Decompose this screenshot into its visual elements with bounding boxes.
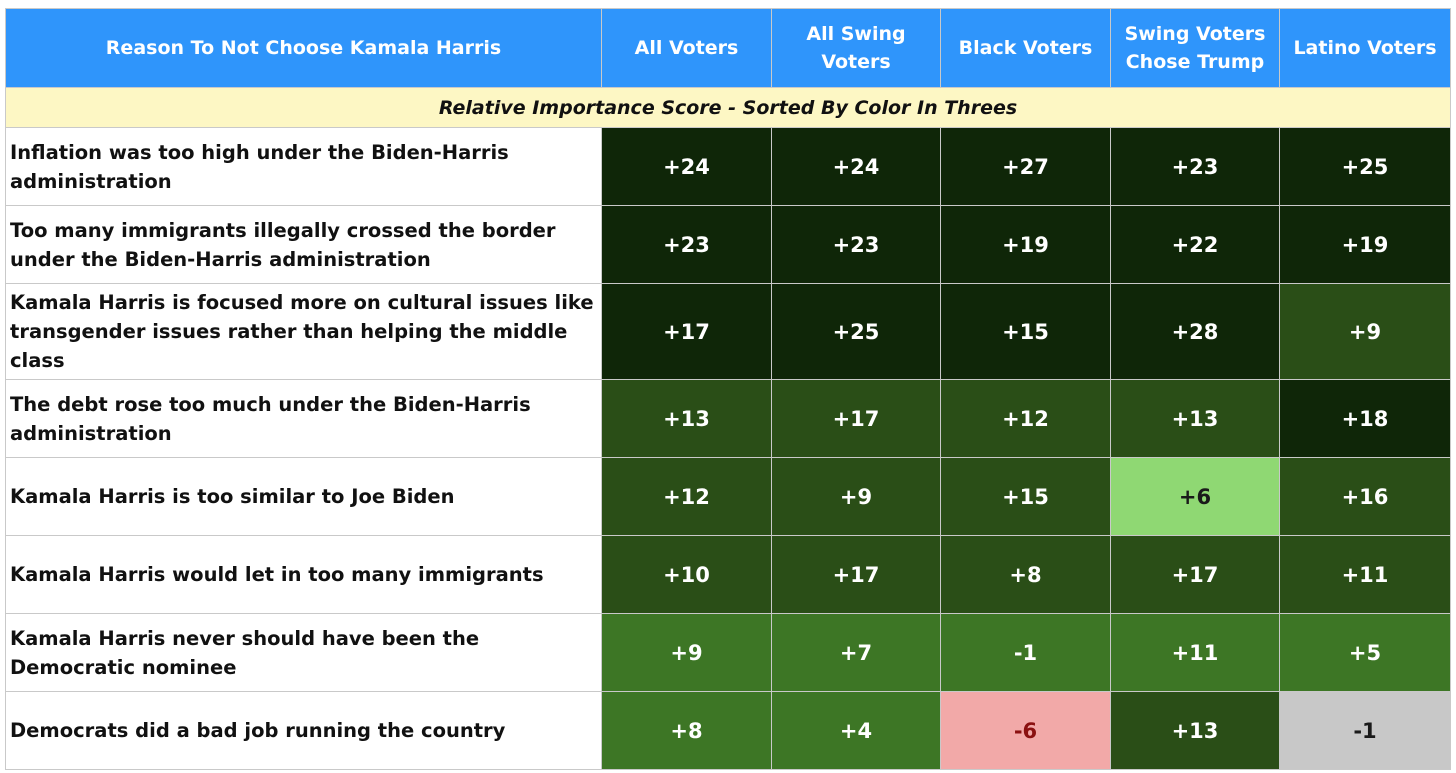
reason-cell: Kamala Harris is focused more on cultura…: [5, 283, 602, 380]
score-cell: +23: [601, 205, 772, 284]
score-cell: +28: [1110, 283, 1280, 380]
score-cell: +9: [601, 613, 772, 692]
score-cell: +17: [1110, 535, 1280, 614]
score-cell: +23: [1110, 127, 1280, 206]
score-cell: +11: [1110, 613, 1280, 692]
score-cell: +13: [601, 379, 772, 458]
score-cell: +10: [601, 535, 772, 614]
score-cell: +8: [940, 535, 1111, 614]
header-swing-voters-chose-trump: Swing Voters Chose Trump: [1110, 8, 1280, 88]
table-row: Too many immigrants illegally crossed th…: [5, 205, 1451, 284]
score-cell: +18: [1279, 379, 1451, 458]
reason-cell: Democrats did a bad job running the coun…: [5, 691, 602, 770]
table-row: Kamala Harris never should have been the…: [5, 613, 1451, 692]
reason-cell: Kamala Harris would let in too many immi…: [5, 535, 602, 614]
table-body: Inflation was too high under the Biden-H…: [5, 127, 1451, 770]
header-black-voters: Black Voters: [940, 8, 1111, 88]
score-cell: +24: [771, 127, 941, 206]
header-latino-voters: Latino Voters: [1279, 8, 1451, 88]
score-cell: -1: [1279, 691, 1451, 770]
score-cell: +4: [771, 691, 941, 770]
table-subtitle: Relative Importance Score - Sorted By Co…: [5, 87, 1451, 128]
score-cell: +12: [940, 379, 1111, 458]
score-cell: +8: [601, 691, 772, 770]
score-cell: +7: [771, 613, 941, 692]
score-cell: +13: [1110, 379, 1280, 458]
score-cell: +16: [1279, 457, 1451, 536]
reason-cell: Kamala Harris is too similar to Joe Bide…: [5, 457, 602, 536]
score-cell: +15: [940, 283, 1111, 380]
score-cell: +17: [771, 379, 941, 458]
table-row: The debt rose too much under the Biden-H…: [5, 379, 1451, 458]
score-cell: +19: [1279, 205, 1451, 284]
reason-cell: Too many immigrants illegally crossed th…: [5, 205, 602, 284]
subtitle-row: Relative Importance Score - Sorted By Co…: [5, 87, 1451, 128]
score-cell: +24: [601, 127, 772, 206]
table-row: Kamala Harris is too similar to Joe Bide…: [5, 457, 1451, 536]
score-cell: +5: [1279, 613, 1451, 692]
importance-table: Reason To Not Choose Kamala Harris All V…: [5, 8, 1451, 770]
score-cell: +6: [1110, 457, 1280, 536]
score-cell: +12: [601, 457, 772, 536]
score-cell: +13: [1110, 691, 1280, 770]
reason-cell: The debt rose too much under the Biden-H…: [5, 379, 602, 458]
table-row: Democrats did a bad job running the coun…: [5, 691, 1451, 770]
table-row: Kamala Harris would let in too many immi…: [5, 535, 1451, 614]
header-all-voters: All Voters: [601, 8, 772, 88]
reason-cell: Inflation was too high under the Biden-H…: [5, 127, 602, 206]
reason-cell: Kamala Harris never should have been the…: [5, 613, 602, 692]
score-cell: +22: [1110, 205, 1280, 284]
score-cell: +17: [601, 283, 772, 380]
table-row: Kamala Harris is focused more on cultura…: [5, 283, 1451, 380]
table-row: Inflation was too high under the Biden-H…: [5, 127, 1451, 206]
score-cell: +25: [1279, 127, 1451, 206]
header-reason: Reason To Not Choose Kamala Harris: [5, 8, 602, 88]
header-all-swing-voters: All Swing Voters: [771, 8, 941, 88]
header-row: Reason To Not Choose Kamala Harris All V…: [5, 8, 1451, 88]
score-cell: +11: [1279, 535, 1451, 614]
score-cell: +25: [771, 283, 941, 380]
score-cell: +23: [771, 205, 941, 284]
score-cell: -1: [940, 613, 1111, 692]
score-cell: +9: [1279, 283, 1451, 380]
score-cell: -6: [940, 691, 1111, 770]
score-cell: +9: [771, 457, 941, 536]
score-cell: +19: [940, 205, 1111, 284]
score-cell: +17: [771, 535, 941, 614]
score-cell: +27: [940, 127, 1111, 206]
score-cell: +15: [940, 457, 1111, 536]
